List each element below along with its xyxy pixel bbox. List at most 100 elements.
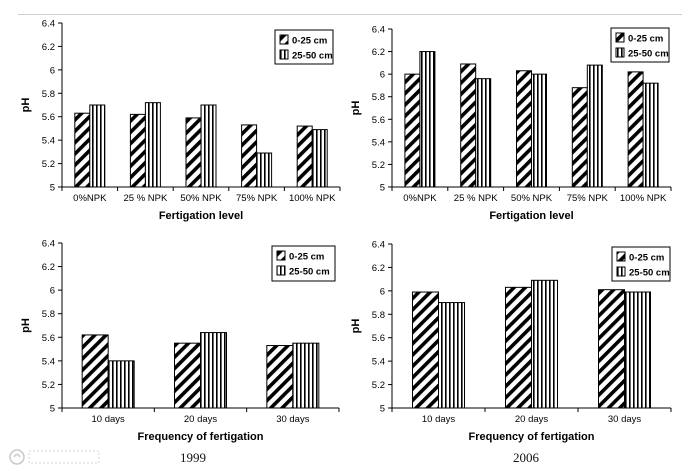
bar-series-b [624,291,651,409]
bar-series-b [642,82,659,188]
x-tick-label: 25 % NPK [123,193,167,204]
y-tick-label: 5 [50,404,55,415]
legend-swatch [279,49,289,60]
bar-series-a [516,70,532,188]
bar-series-b [475,78,492,188]
legend-swatch [616,251,626,262]
y-tick-label: 6.4 [372,25,385,36]
y-tick-label: 5.8 [372,310,385,321]
y-tick-label: 6.2 [42,42,55,53]
x-tick-label: 30 days [276,414,310,425]
chart-bottom-left: 5 5.2 5.4 5.6 5.8 6 6.2 6.4 pH 10 days 20 days 30 d… [20,239,340,443]
legend-label: 25-50 cm [292,51,333,62]
bar-series-b [292,342,320,409]
bar-series-a [460,63,477,188]
y-tick-label: 6.2 [42,262,55,273]
y-tick-label: 5.4 [372,357,385,368]
top-divider [18,14,682,15]
bar-series-a [627,71,644,188]
x-tick-label: 100% NPK [289,193,336,204]
bar-series-b [419,51,436,188]
y-tick-label: 6 [380,286,385,297]
legend-swatch [279,34,289,45]
bar-series-b [200,332,227,409]
legend-swatch [276,250,286,261]
y-tick-label: 6.4 [42,19,55,30]
x-tick-label: 75% NPK [236,193,278,204]
bar-series-b [144,102,161,188]
x-tick-label: 10 days [422,414,456,425]
bar-series-a [241,124,258,188]
y-tick-label: 5.4 [42,136,55,147]
y-tick-label: 6 [50,65,55,76]
y-tick-label: 6.4 [42,239,55,250]
legend-label: 0-25 cm [629,253,664,264]
legend-swatch [615,32,625,43]
x-tick-label: 25 % NPK [454,193,498,204]
y-tick-label: 5 [50,183,55,194]
year-label-right: 2006 [513,450,539,465]
y-tick-label: 5.8 [372,92,385,103]
x-tick-label: 50% NPK [511,193,553,204]
y-tick-label: 6.2 [372,47,385,58]
x-tick-label: 75% NPK [567,193,609,204]
bar-series-b [531,73,547,188]
y-tick-label: 5.6 [42,112,55,123]
legend-label: 0-25 cm [628,34,663,45]
y-tick-label: 5.2 [372,380,385,391]
y-axis-title: pH [350,101,362,116]
bar-series-b [256,152,273,188]
x-tick-label: 30 days [608,414,642,425]
y-tick-label: 5.6 [42,333,55,344]
legend-label: 0-25 cm [289,252,324,263]
bar-series-b [311,129,328,188]
bar-series-a [266,345,294,409]
bar-series-a [598,289,625,409]
legend-label: 0-25 cm [292,36,327,47]
y-tick-label: 5.6 [372,115,385,126]
bar-series-a [174,342,201,409]
bar-series-b [89,104,106,188]
bar-series-b [438,302,465,409]
y-tick-label: 6.4 [372,240,385,251]
y-tick-label: 5.4 [42,356,55,367]
bar-series-a [505,286,532,409]
y-tick-label: 5.2 [42,380,55,391]
bar-series-a [412,291,439,409]
watermark-logo [9,449,100,465]
y-tick-label: 5.8 [42,309,55,320]
y-tick-label: 5.2 [42,159,55,170]
legend-swatch [616,266,626,277]
y-axis-title: pH [350,319,362,334]
x-tick-label: 50% NPK [180,193,222,204]
y-tick-label: 5 [380,183,385,194]
x-axis-title: Fertigation level [489,210,573,222]
y-tick-label: 5 [380,404,385,415]
y-tick-label: 6 [380,70,385,81]
chart-bottom-right: 5 5.2 5.4 5.6 5.8 6 6.2 6.4 pH 10 days 20 days 30 d… [350,240,672,443]
x-tick-label: 10 days [92,414,126,425]
x-axis-title: Frequency of fertigation [138,431,264,443]
legend-label: 25-50 cm [628,49,669,60]
bar-series-a [81,334,109,409]
y-tick-label: 5.2 [372,160,385,171]
chart-top-right: 5 5.2 5.4 5.6 5.8 6 6.2 6.4 pH 0%NPK 25 % NPK 50% N… [350,25,672,222]
y-tick-label: 5.8 [42,89,55,100]
y-axis-title: pH [20,318,32,333]
y-tick-label: 5.6 [372,333,385,344]
bar-series-a [296,125,313,188]
bar-series-b [586,64,603,188]
bar-series-b [200,104,217,188]
x-tick-label: 20 days [515,414,549,425]
y-tick-label: 5.4 [372,137,385,148]
bar-series-a [404,73,421,188]
y-tick-label: 6.2 [372,263,385,274]
legend-label: 25-50 cm [629,268,670,279]
x-tick-label: 20 days [184,414,218,425]
bar-series-b [107,360,135,409]
legend-swatch [615,47,625,58]
bar-series-a [185,117,202,188]
x-axis-title: Frequency of fertigation [469,431,595,443]
x-tick-label: 0%NPK [73,193,107,204]
